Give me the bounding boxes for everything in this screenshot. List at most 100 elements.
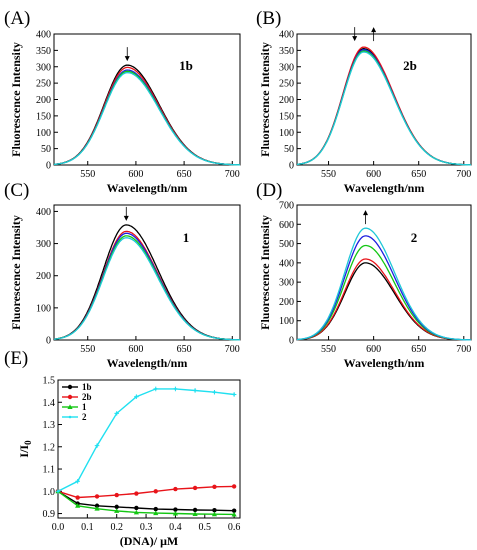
y-tick-label: 400 (36, 207, 51, 218)
y-tick-label: 100 (279, 316, 294, 327)
data-point-2 (76, 480, 79, 483)
x-tick-label: 550 (321, 344, 336, 355)
y-tick-label: 0 (46, 336, 51, 347)
data-point-2b (134, 491, 139, 496)
x-axis-label: Wavelength/nm (107, 181, 188, 195)
plot-frame (53, 204, 241, 341)
titration-panel-E: 0.0 0.1 0.2 0.3 0.4 0.5 0.6 0.9 1.0 1.1 1.2 1.3 1.4 1… (4, 348, 241, 548)
data-point-1 (172, 510, 179, 516)
x-tick-label: 650 (411, 169, 426, 180)
data-point-2 (56, 490, 60, 493)
y-tick-label: 350 (36, 46, 51, 57)
data-point-1 (75, 503, 81, 508)
data-point-2b (173, 486, 178, 492)
legend-label-1b: 1b (82, 382, 92, 392)
legend-marker (67, 404, 73, 409)
data-point-1b (231, 508, 237, 513)
y-tick-label: 0 (289, 336, 294, 347)
y-tick-label: 400 (279, 258, 294, 269)
y-tick-label: 100 (36, 128, 51, 139)
x-tick-label: 550 (321, 169, 336, 180)
x-tick-label: 600 (366, 344, 381, 355)
data-point-2 (154, 387, 157, 391)
y-tick-label: 250 (279, 79, 294, 90)
data-point-2b (75, 495, 80, 500)
spectrum-panel-D: 550 600 650 700 0 100 200 300 400 500 600 700 Wavele… (256, 180, 472, 370)
series-line-2b (57, 485, 235, 499)
y-tick-label: 300 (36, 239, 51, 250)
x-tick-label: 0.2 (110, 522, 123, 533)
y-axis-label: I/I0 (17, 440, 33, 458)
spectrum-series-line (296, 51, 471, 166)
compound-label: 2b (403, 58, 417, 73)
data-point-1 (133, 509, 139, 515)
data-point-1b (114, 504, 119, 510)
legend-label-2b: 2b (82, 392, 92, 402)
data-point-2b (114, 492, 119, 498)
data-point-2 (213, 391, 216, 394)
compound-label: 1b (179, 58, 193, 73)
x-tick-label: 550 (80, 344, 95, 355)
x-axis-label: Wavelength/nm (344, 181, 425, 195)
data-point-2 (135, 395, 138, 398)
spectrum-series-line (296, 235, 471, 341)
data-point-2 (115, 412, 118, 415)
legend-marker (67, 384, 73, 390)
panel-label: (E) (4, 348, 28, 369)
x-tick-label: 0.0 (52, 522, 65, 533)
trend-arrow-down-head (123, 215, 129, 221)
y-tick-label: 700 (279, 201, 294, 212)
series-line-2 (57, 388, 235, 492)
y-tick-label: 1.4 (43, 398, 56, 409)
y-tick-label: 0.9 (43, 509, 56, 520)
y-axis-label: Fluorescence Intensity (258, 42, 272, 157)
trend-arrow-down-head (124, 56, 130, 62)
y-tick-label: 100 (36, 303, 51, 314)
trend-arrow-down-head (352, 36, 358, 42)
data-point-1b (94, 503, 100, 508)
spectrum-panel-A: 550 600 650 700 0 50 100 150 200 250 300 350 400 Wave… (4, 8, 241, 195)
data-point-2b (212, 484, 217, 490)
y-tick-label: 0 (46, 161, 51, 172)
data-point-1b (212, 508, 217, 513)
legend-label-2: 2 (82, 412, 87, 422)
y-tick-label: 50 (284, 144, 294, 155)
plot-frame (57, 379, 241, 519)
y-tick-label: 500 (279, 239, 294, 250)
trend-arrow-up-head (363, 210, 369, 216)
data-point-1 (192, 511, 198, 516)
x-tick-label: 700 (225, 344, 240, 355)
data-point-1 (211, 511, 218, 517)
series-line-1 (57, 490, 235, 516)
x-tick-label: 700 (456, 169, 471, 180)
data-point-1 (94, 506, 100, 511)
data-point-2b (231, 484, 237, 489)
y-tick-label: 0 (289, 161, 294, 172)
y-axis-label-subscript: 0 (23, 440, 33, 445)
spectrum-panel-B: 550 600 650 700 0 50 100 150 200 250 300 350 400 Wave… (256, 8, 472, 195)
data-point-1 (114, 508, 120, 513)
y-tick-label: 200 (36, 271, 51, 282)
plot-frame (53, 33, 241, 166)
x-tick-label: 650 (411, 344, 426, 355)
data-point-1b (134, 505, 139, 511)
x-tick-label: 600 (366, 169, 381, 180)
plot-frame (296, 204, 472, 341)
x-tick-label: 650 (177, 169, 192, 180)
y-tick-label: 300 (279, 62, 294, 73)
y-tick-label: 1.3 (43, 420, 56, 431)
spectrum-series-line (53, 71, 240, 166)
panel-label: (B) (256, 8, 281, 29)
legend-marker (67, 394, 73, 400)
panel-label: (D) (256, 180, 282, 201)
data-point-2 (232, 393, 236, 396)
y-tick-label: 150 (279, 111, 294, 122)
legend-label-1: 1 (82, 402, 87, 412)
y-axis-label-main: I/I (17, 445, 31, 458)
y-tick-label: 1.2 (43, 442, 56, 453)
x-tick-label: 0.3 (140, 522, 153, 533)
x-tick-label: 550 (80, 169, 95, 180)
y-tick-label: 350 (279, 46, 294, 57)
y-tick-label: 400 (279, 30, 294, 41)
y-tick-label: 1.0 (43, 487, 56, 498)
